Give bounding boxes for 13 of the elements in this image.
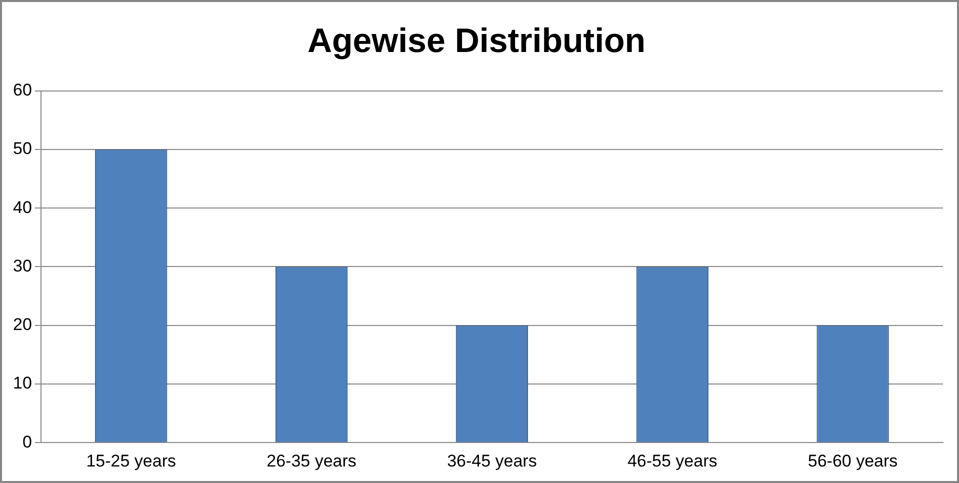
y-tick-label: 50	[12, 139, 32, 158]
y-tick-label: 60	[12, 80, 32, 100]
x-tick-label: 56-60 years	[808, 451, 898, 470]
chart-title: Agewise Distribution	[307, 22, 646, 60]
y-tick-label: 30	[12, 256, 32, 276]
y-tick-label: 10	[12, 374, 32, 393]
y-tick-label: 0	[22, 432, 32, 452]
y-tick-label: 40	[12, 198, 32, 217]
x-tick-label: 46-55 years	[627, 451, 718, 470]
x-tick-label: 36-45 years	[447, 451, 537, 470]
x-tick-label: 26-35 years	[266, 451, 356, 470]
y-tick-label: 20	[12, 315, 32, 334]
x-tick-label: 15-25 years	[86, 451, 176, 470]
